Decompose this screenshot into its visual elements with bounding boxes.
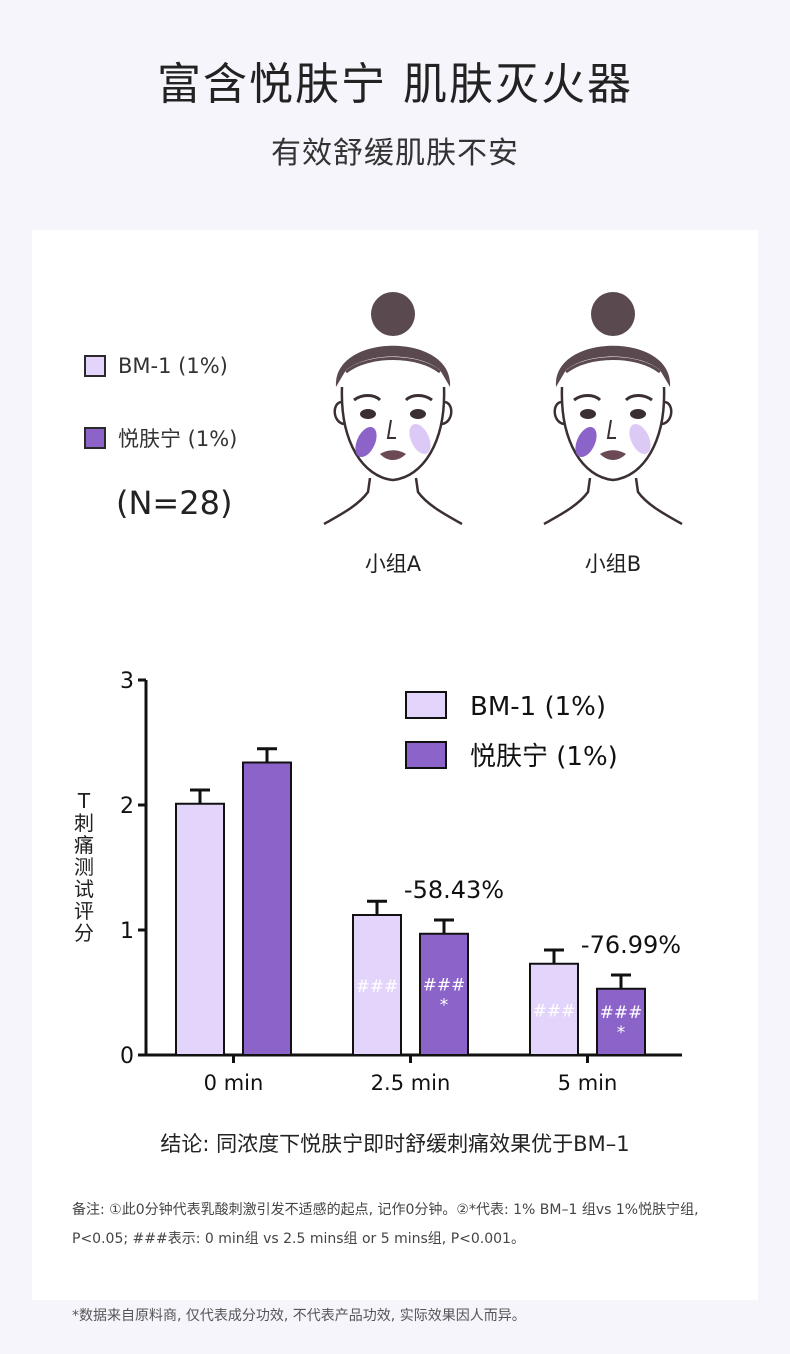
significance-mark: ### — [533, 1001, 576, 1021]
legend-swatch-yfn — [84, 427, 106, 449]
face-caption-group-b: 小组B — [584, 552, 642, 576]
face-drawing — [543, 292, 683, 526]
bar — [242, 761, 292, 1056]
legend-swatch — [405, 741, 447, 769]
legend-label: BM-1 (1%) — [470, 692, 606, 722]
y-tick-label: 3 — [120, 669, 134, 694]
bar — [352, 914, 402, 1056]
percent-change-annotation: -58.43% — [404, 876, 504, 904]
bar — [419, 932, 469, 1056]
significance-mark: ### — [600, 1003, 643, 1023]
legend-item-yfn: 悦肤宁 (1%) — [84, 423, 237, 453]
legend-item-bm1: BM-1 (1%) — [84, 354, 228, 378]
y-tick-label: 1 — [120, 919, 134, 944]
footnote: 备注: ①此0分钟代表乳酸刺激引发不适感的起点, 记作0分钟。②*代表: 1% … — [72, 1196, 732, 1254]
page-subtitle: 有效舒缓肌肤不安 — [271, 136, 519, 171]
legend-swatch — [405, 691, 447, 719]
footnote-line-1: 备注: ①此0分钟代表乳酸刺激引发不适感的起点, 记作0分钟。②*代表: 1% … — [72, 1202, 699, 1218]
face-drawing — [323, 292, 463, 526]
left-cheek-patch — [575, 427, 597, 457]
legend-swatch-bm1 — [84, 355, 106, 377]
conclusion-text: 结论: 同浓度下悦肤宁即时舒缓刺痛效果优于BM–1 — [160, 1132, 630, 1156]
significance-mark: ### — [423, 975, 466, 995]
left-cheek-patch — [355, 427, 377, 457]
percent-change-annotation: -76.99% — [581, 931, 681, 959]
x-tick-label: 5 min — [558, 1071, 618, 1095]
x-tick-label: 0 min — [204, 1071, 264, 1095]
face-illustration-group-a — [323, 292, 463, 526]
content-card — [32, 230, 758, 1300]
y-tick-label: 2 — [120, 794, 134, 819]
bar — [175, 802, 225, 1056]
significance-mark: ### — [356, 977, 399, 997]
sample-size-label: (N=28) — [116, 484, 233, 522]
legend-label-yfn: 悦肤宁 (1%) — [118, 427, 238, 451]
significance-mark: * — [617, 1023, 626, 1043]
right-cheek-patch — [629, 424, 651, 454]
significance-mark: * — [440, 995, 449, 1015]
y-tick-label: 0 — [120, 1044, 134, 1069]
x-tick-label: 2.5 min — [371, 1071, 451, 1095]
disclaimer-text: *数据来自原料商, 仅代表成分功效, 不代表产品功效, 实际效果因人而异。 — [72, 1308, 526, 1324]
right-cheek-patch — [409, 424, 431, 454]
bar — [529, 962, 579, 1056]
y-axis-label: T 刺痛测试评分 — [74, 789, 94, 945]
legend-label-bm1: BM-1 (1%) — [118, 354, 228, 378]
bar — [596, 987, 646, 1056]
page-title: 富含悦肤宁 肌肤灭火器 — [157, 59, 633, 110]
face-illustration-group-b — [543, 292, 683, 526]
legend-label: 悦肤宁 (1%) — [470, 742, 618, 772]
face-caption-group-a: 小组A — [364, 552, 422, 576]
footnote-line-2: P<0.05; ###表示: 0 min组 vs 2.5 mins组 or 5 … — [72, 1231, 525, 1247]
